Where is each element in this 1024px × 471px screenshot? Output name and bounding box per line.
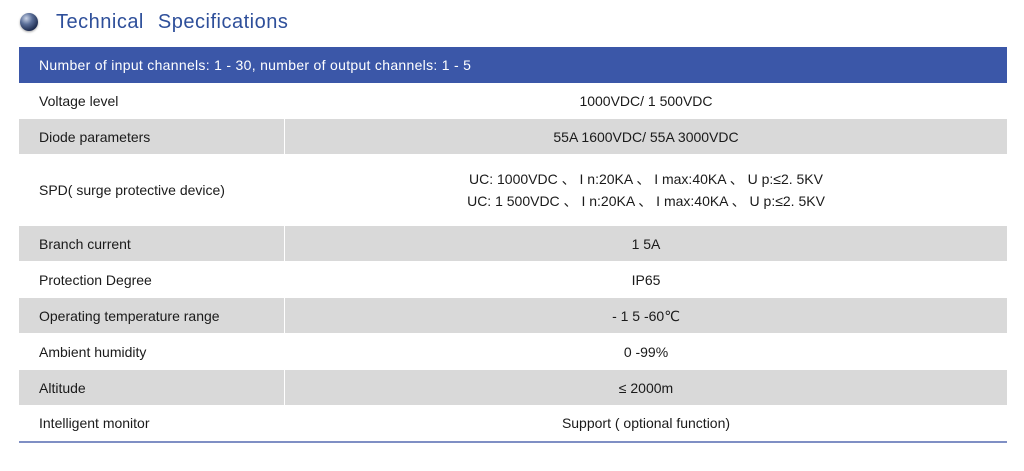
table-row: Diode parameters 55A 1600VDC/ 55A 3000VD… (19, 119, 1007, 154)
row-value-line: IP65 (631, 271, 661, 288)
spec-table: Number of input channels: 1 - 30, number… (19, 47, 1007, 443)
row-value-line: 0 -99% (623, 343, 669, 360)
row-label: Ambient humidity (39, 343, 147, 360)
row-value: Support ( optional function) (285, 405, 1007, 441)
row-value: IP65 (285, 261, 1007, 298)
table-row: Intelligent monitor Support ( optional f… (19, 405, 1007, 441)
row-value: 1000VDC/ 1 500VDC (285, 83, 1007, 119)
row-label: Operating temperature range (19, 298, 285, 333)
row-value-line: 1 5A (631, 235, 661, 252)
table-bottom-rule (19, 441, 1007, 443)
row-value: UC: 1000VDC 、 I n:20KA 、 I max:40KA 、 U … (285, 154, 1007, 226)
table-row: Branch current 1 5A (19, 226, 1007, 261)
row-label: Branch current (19, 226, 285, 261)
page-title: Technical Specifications (56, 10, 289, 33)
row-label: Protection Degree (39, 271, 152, 288)
row-value-line: 55A 1600VDC/ 55A 3000VDC (553, 128, 739, 145)
row-label: Altitude (19, 370, 285, 405)
table-row: Ambient humidity 0 -99% (19, 333, 1007, 370)
section-heading: Technical Specifications (20, 6, 288, 38)
row-label: Intelligent monitor (39, 415, 150, 431)
table-row: Altitude ≤ 2000m (19, 370, 1007, 405)
row-value: 0 -99% (285, 333, 1007, 370)
table-header: Number of input channels: 1 - 30, number… (19, 47, 1007, 83)
row-value-line: - 1 5 -60℃ (612, 307, 680, 324)
row-value-line: UC: 1 500VDC 、 I n:20KA 、 I max:40KA 、 U… (467, 193, 825, 209)
table-row: Voltage level 1000VDC/ 1 500VDC (19, 83, 1007, 119)
table-row: SPD( surge protective device) UC: 1000VD… (19, 154, 1007, 226)
row-value: 1 5A (285, 226, 1007, 261)
row-label: Diode parameters (19, 119, 285, 154)
row-label: Voltage level (39, 93, 119, 109)
row-label: SPD( surge protective device) (39, 182, 225, 198)
table-row: Operating temperature range - 1 5 -60℃ (19, 298, 1007, 333)
row-value: ≤ 2000m (285, 370, 1007, 405)
row-value-line: Support ( optional function) (561, 415, 731, 431)
row-value-line: UC: 1000VDC 、 I n:20KA 、 I max:40KA 、 U … (469, 171, 823, 187)
row-value: 55A 1600VDC/ 55A 3000VDC (285, 119, 1007, 154)
table-row: Protection Degree IP65 (19, 261, 1007, 298)
row-value-line: ≤ 2000m (618, 379, 674, 396)
row-value: - 1 5 -60℃ (285, 298, 1007, 333)
row-value-line: 1000VDC/ 1 500VDC (579, 93, 713, 109)
bullet-sphere-icon (20, 13, 38, 31)
